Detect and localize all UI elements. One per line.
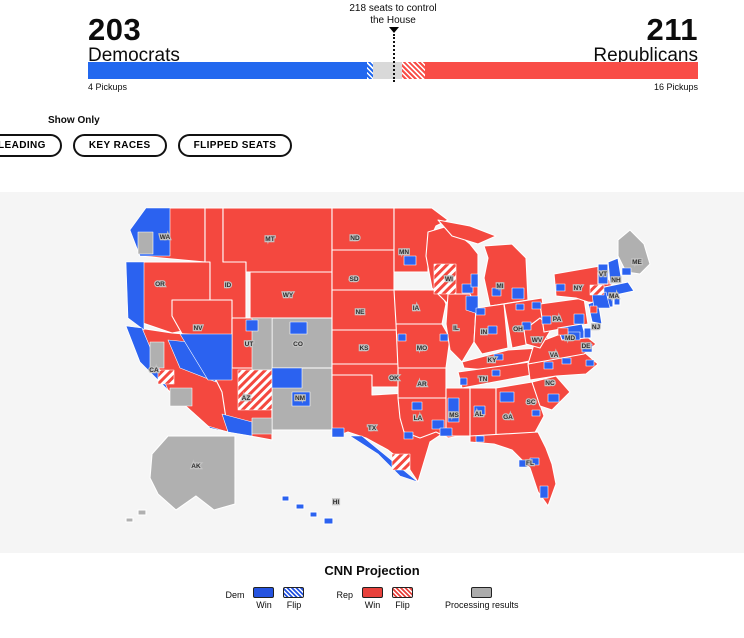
svg-text:NH: NH — [611, 277, 621, 284]
svg-text:WA: WA — [160, 234, 171, 241]
svg-text:DE: DE — [581, 343, 591, 350]
dem-seat-count: 203 — [88, 12, 142, 47]
seat-bar-rep-flip — [402, 62, 425, 79]
svg-text:LA: LA — [414, 415, 423, 422]
svg-text:ME: ME — [632, 259, 642, 266]
svg-text:MT: MT — [265, 236, 274, 243]
seat-bar — [88, 62, 698, 79]
map-state-labels: WA OR ID MT WY NV CA UT CO AZ NM TX AK H… — [148, 233, 644, 507]
rep-pickups: 16 Pickups — [653, 82, 698, 92]
majority-marker-caret-icon — [389, 27, 399, 33]
svg-text:CA: CA — [149, 367, 159, 374]
legend-dem-win: Win — [253, 587, 275, 610]
legend-dem-flip: Flip — [283, 587, 305, 610]
svg-text:MA: MA — [609, 293, 619, 300]
svg-text:WV: WV — [532, 337, 543, 344]
dem-pickups: 4 Pickups — [88, 82, 128, 92]
svg-text:NV: NV — [193, 325, 203, 332]
rep-seat-count: 211 — [646, 12, 698, 47]
show-only-label: Show Only — [48, 115, 100, 126]
dem-flip-swatch — [283, 587, 305, 598]
svg-text:MS: MS — [449, 412, 459, 419]
svg-text:GA: GA — [503, 414, 513, 421]
majority-marker-label: 218 seats to control the House — [349, 3, 437, 26]
svg-text:ID: ID — [225, 282, 232, 289]
balance-of-power: 218 seats to control the House 203 Democ… — [0, 0, 744, 108]
svg-text:OH: OH — [513, 326, 523, 333]
rep-flip-swatch — [392, 587, 413, 598]
svg-text:NM: NM — [295, 395, 305, 402]
svg-text:PA: PA — [553, 316, 562, 323]
svg-text:VT: VT — [599, 271, 607, 278]
svg-text:OR: OR — [155, 281, 165, 288]
svg-text:VA: VA — [550, 352, 559, 359]
svg-text:FL: FL — [526, 460, 534, 467]
svg-text:NY: NY — [573, 285, 583, 292]
dem-party-label: Democrats — [88, 45, 180, 66]
svg-text:SC: SC — [526, 399, 535, 406]
svg-text:NJ: NJ — [592, 324, 601, 331]
map-legend: Dem Win Flip Rep Win Flip Processing res… — [0, 587, 744, 610]
svg-text:SD: SD — [349, 276, 358, 283]
svg-text:ND: ND — [350, 235, 360, 242]
svg-text:MI: MI — [496, 283, 503, 290]
legend-rep-flip: Flip — [392, 587, 413, 610]
filter-leading-button[interactable]: LEADING — [0, 134, 62, 157]
svg-text:AR: AR — [417, 381, 427, 388]
rep-win-swatch — [362, 587, 383, 598]
seat-bar-dem-win — [88, 62, 368, 79]
filters-section: Show Only LEADING KEY RACES FLIPPED SEAT… — [0, 108, 744, 192]
svg-text:MD: MD — [565, 335, 575, 342]
svg-text:HI: HI — [333, 499, 340, 506]
legend-processing: Processing results — [445, 587, 519, 610]
svg-text:MN: MN — [399, 249, 409, 256]
filter-buttons: LEADING KEY RACES FLIPPED SEATS — [0, 134, 293, 157]
majority-marker-line — [393, 34, 395, 82]
svg-text:IL: IL — [453, 325, 459, 332]
svg-text:KS: KS — [359, 345, 369, 352]
svg-text:OK: OK — [389, 375, 399, 382]
legend-rep-label: Rep — [336, 590, 353, 600]
processing-swatch — [471, 587, 493, 598]
svg-text:NE: NE — [355, 309, 365, 316]
house-results-map[interactable]: WA OR ID MT WY NV CA UT CO AZ NM TX AK H… — [0, 192, 744, 553]
svg-text:NC: NC — [545, 380, 555, 387]
svg-text:TN: TN — [479, 376, 488, 383]
svg-text:AK: AK — [191, 463, 201, 470]
rep-party-label: Republicans — [593, 45, 698, 66]
svg-text:IN: IN — [481, 329, 488, 336]
filter-flipped-seats-button[interactable]: FLIPPED SEATS — [177, 134, 293, 157]
seat-bar-dem-flip — [367, 62, 374, 79]
svg-text:CO: CO — [293, 341, 303, 348]
seat-bar-undecided — [373, 62, 403, 79]
dem-summary: 203 Democrats — [88, 14, 180, 66]
us-districts-map-svg[interactable]: WA OR ID MT WY NV CA UT CO AZ NM TX AK H… — [0, 192, 744, 553]
svg-text:AL: AL — [475, 411, 484, 418]
rep-summary: 211 Republicans — [593, 14, 698, 66]
svg-text:WI: WI — [445, 276, 453, 283]
map-district-patches — [125, 207, 632, 499]
svg-text:UT: UT — [245, 341, 254, 348]
legend-rep-win: Win — [362, 587, 383, 610]
svg-text:IA: IA — [413, 305, 420, 312]
filter-key-races-button[interactable]: KEY RACES — [72, 134, 167, 157]
seat-bar-rep-win — [424, 62, 698, 79]
dem-win-swatch — [253, 587, 275, 598]
svg-text:MO: MO — [417, 345, 427, 352]
svg-text:WY: WY — [283, 292, 294, 299]
projection-section: CNN Projection Dem Win Flip Rep Win Flip… — [0, 553, 744, 638]
svg-text:TX: TX — [368, 425, 377, 432]
projection-title: CNN Projection — [324, 563, 420, 578]
svg-text:KY: KY — [487, 357, 497, 364]
svg-text:AZ: AZ — [242, 395, 251, 402]
legend-dem-label: Dem — [225, 590, 245, 600]
